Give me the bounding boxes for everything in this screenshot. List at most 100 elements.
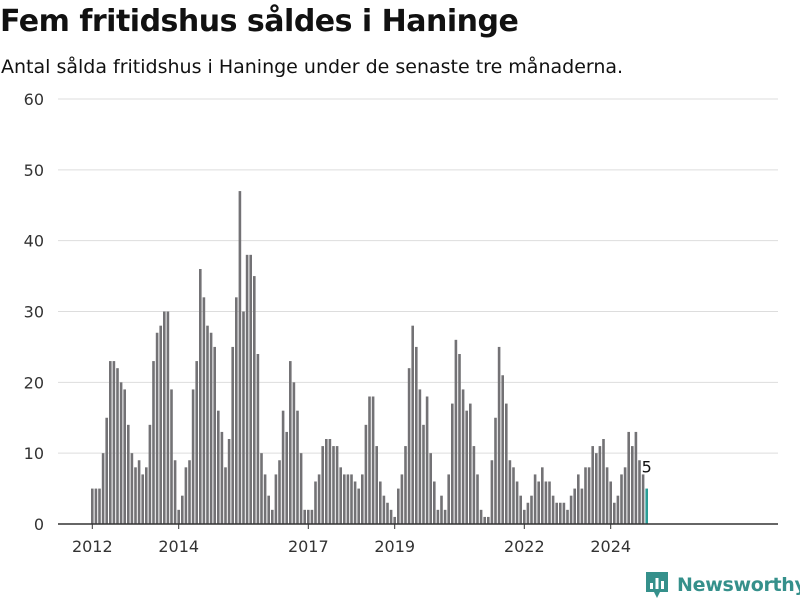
bar [483,516,486,524]
bar [613,502,616,524]
bar [332,446,335,524]
bar [501,375,504,524]
bar [224,467,227,524]
bar [512,467,515,524]
bar [555,502,558,524]
bar [166,311,170,524]
bar [397,488,400,524]
bar [580,488,584,524]
y-tick-label: 40 [24,232,44,251]
bar [310,509,314,524]
brand-name: Newsworthy [677,574,800,596]
bar [523,509,526,524]
bar [569,495,573,524]
bar [141,474,144,524]
bar [350,474,353,524]
bar [314,481,317,524]
bar [364,424,368,524]
bar [382,495,386,524]
bar [566,509,569,524]
bar [116,368,119,524]
bar [515,481,519,524]
bar [249,254,252,524]
bar [598,446,602,524]
bar [559,502,562,524]
chart-title: Fem fritidshus såldes i Haninge [0,4,519,39]
y-tick-label: 60 [24,90,44,109]
newsworthy-brand[interactable]: Newsworthy [644,569,800,601]
bar [317,474,321,524]
bar [206,325,209,524]
bar [379,481,382,524]
bar [591,446,594,524]
bar [123,389,126,524]
bar [278,460,281,524]
bar [526,502,530,524]
x-tick-label: 2017 [288,537,329,556]
x-tick-label: 2022 [504,537,545,556]
bar [343,474,346,524]
chart-subtitle: Antal sålda fritidshus i Haninge under d… [1,56,624,78]
bar [260,453,263,524]
bar [296,410,299,524]
bar [519,495,522,524]
bar [137,460,141,524]
bar [461,389,465,524]
bar [433,481,436,524]
bar [256,354,260,524]
bar [274,474,278,524]
bar [544,481,548,524]
bar [98,488,101,524]
bar [541,467,544,524]
bar [145,467,148,524]
bar [91,488,94,524]
bar [407,368,411,524]
bar [609,481,612,524]
gridlines [58,98,778,454]
bar [213,346,216,524]
bar [479,509,483,524]
bar [321,446,324,524]
bar [335,446,339,524]
bar [209,332,213,524]
bar [245,254,249,524]
bar [429,453,432,524]
bar [267,495,270,524]
bar [195,361,198,524]
bar [163,311,166,524]
bar [325,439,328,524]
bar [238,191,242,524]
bar [159,325,162,524]
bar [130,453,134,524]
bar [281,410,285,524]
bar [152,361,155,524]
bar [253,276,256,524]
bar [173,460,177,524]
bar [537,481,540,524]
bar [217,410,220,524]
bar [357,488,360,524]
bar [634,431,638,524]
bar [638,460,641,524]
bar [307,509,310,524]
bar [447,474,450,524]
bar [595,453,598,524]
bar [533,474,537,524]
bar [235,297,238,524]
bar [562,502,566,524]
bar [181,495,184,524]
bar [490,460,494,524]
bar [443,509,447,524]
bar [573,488,576,524]
bar [101,453,105,524]
bar [415,346,418,524]
bar-chart-logo-icon [646,572,668,598]
bar [346,474,350,524]
x-tick-label: 2019 [374,537,415,556]
y-tick-label: 10 [24,444,44,463]
bar [440,495,443,524]
bar [353,481,357,524]
bar [368,396,371,524]
bar [177,509,180,524]
